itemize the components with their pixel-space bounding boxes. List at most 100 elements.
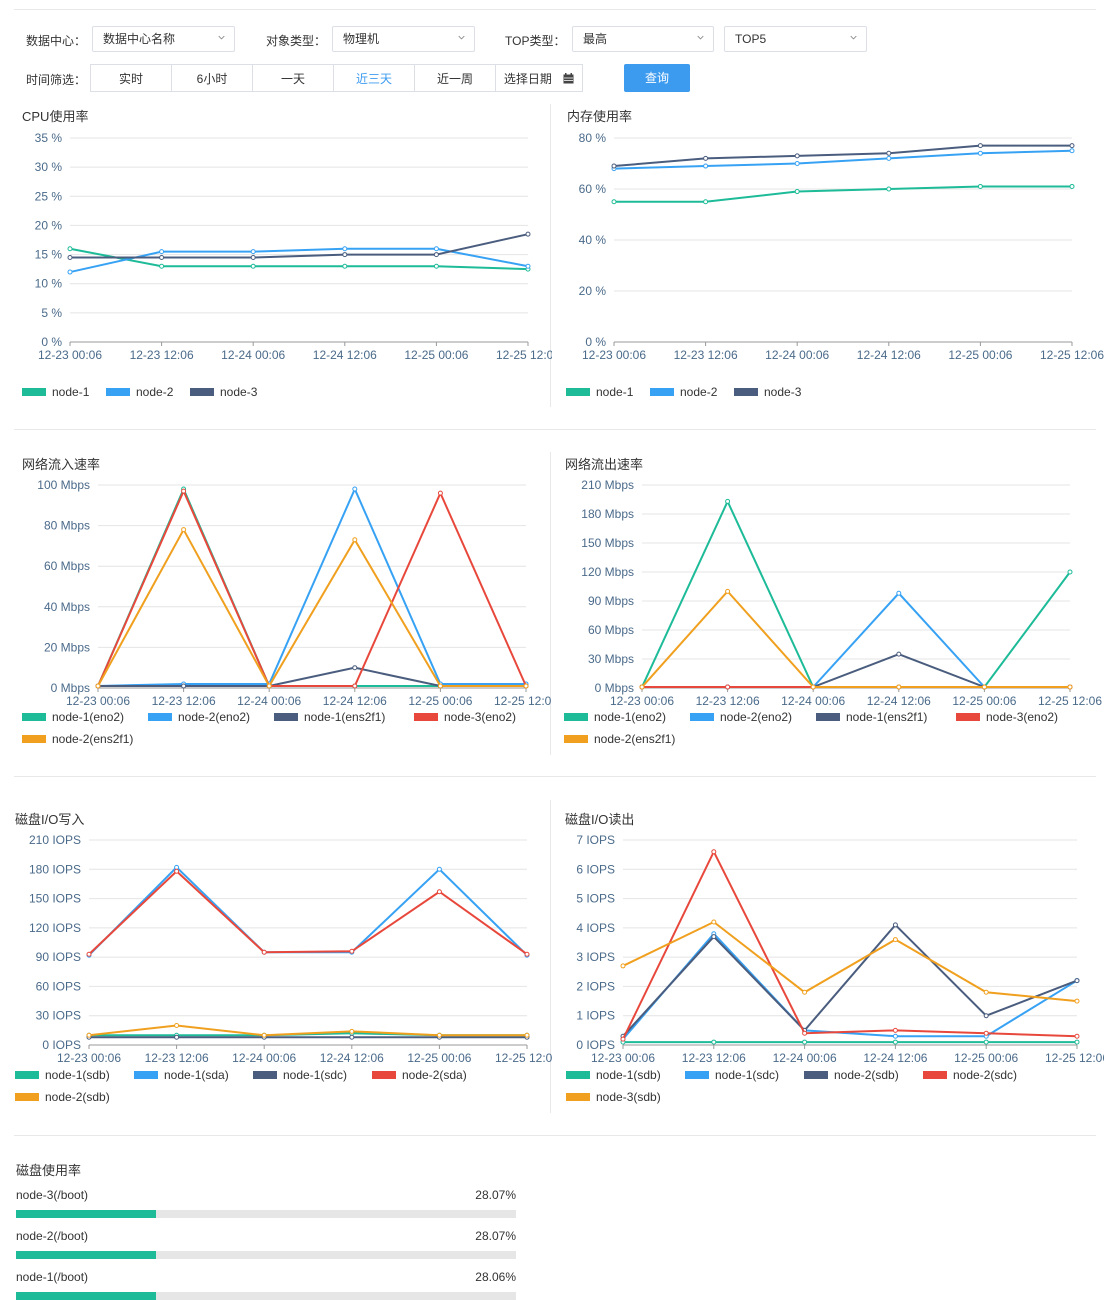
y-tick-label: 40 %	[579, 233, 607, 247]
x-tick-label: 12-24 12:06	[323, 694, 387, 708]
legend-item-node-2-eno2[interactable]: node-2(eno2)	[148, 710, 250, 724]
x-tick-label: 12-23 00:06	[610, 694, 674, 708]
legend-item-node-1-ens2f1[interactable]: node-1(ens2f1)	[274, 710, 385, 724]
column-divider	[550, 800, 551, 1113]
legend-item-node-3-sdb[interactable]: node-3(sdb)	[566, 1090, 661, 1104]
legend-swatch	[690, 713, 714, 721]
legend-label: node-1(eno2)	[52, 710, 124, 724]
series-line-node-2-ens2f1	[97, 527, 526, 688]
data-point-node-2-ens2f1	[639, 684, 645, 690]
legend-item-node-2-sdb[interactable]: node-2(sdb)	[15, 1090, 110, 1104]
legend-label: node-2(sda)	[402, 1068, 467, 1082]
series-line-node-2-sdb	[622, 923, 1078, 1037]
data-point-node-1	[703, 199, 709, 205]
legend-item-node-3[interactable]: node-3	[190, 385, 258, 399]
x-tick-label: 12-25 00:06	[952, 694, 1016, 708]
top-count-select[interactable]: TOP5	[724, 26, 867, 52]
x-tick-label: 12-25 00:06	[954, 1051, 1018, 1065]
cpu-usage-chart: 0 % 5 % 10 % 15 % 20 % 25 % 30 % 35 % 12-23 00:0…	[22, 131, 552, 399]
data-point-node-1-sdc	[349, 1034, 355, 1040]
y-tick-label: 150 Mbps	[581, 536, 634, 550]
legend-item-node-3[interactable]: node-3	[734, 385, 802, 399]
legend-item-node-1-ens2f1[interactable]: node-1(ens2f1)	[816, 710, 927, 724]
y-tick-label: 30 Mbps	[588, 652, 634, 666]
calendar-icon	[563, 73, 574, 84]
legend-label: node-1(eno2)	[594, 710, 666, 724]
query-button[interactable]: 查询	[624, 64, 690, 92]
y-tick-label: 5 IOPS	[576, 892, 615, 906]
legend-item-node-1[interactable]: node-1	[566, 385, 634, 399]
x-tick-label: 12-25 00:06	[407, 1051, 471, 1065]
x-tick-label: 12-25 12:06	[1040, 348, 1104, 362]
legend-label: node-3(eno2)	[444, 710, 516, 724]
legend-item-node-1-eno2[interactable]: node-1(eno2)	[22, 710, 124, 724]
legend-item-node-2-sda[interactable]: node-2(sda)	[372, 1068, 467, 1082]
legend-item-node-2-ens2f1[interactable]: node-2(ens2f1)	[22, 732, 133, 746]
legend-item-node-3-eno2[interactable]: node-3(eno2)	[414, 710, 516, 724]
y-tick-label: 5 %	[41, 306, 62, 320]
x-tick-label: 12-24 12:06	[320, 1051, 384, 1065]
data-point-node-2-sdb	[174, 1022, 180, 1028]
series-line-node-2-eno2	[97, 486, 526, 687]
time-btn-6h[interactable]: 6小时	[172, 65, 253, 91]
x-tick-label: 12-23 12:06	[696, 694, 760, 708]
legend-label: node-2(sdc)	[953, 1068, 1017, 1082]
x-tick-label: 12-23 12:06	[682, 1051, 746, 1065]
data-point-node-2	[794, 161, 800, 166]
legend-label: node-2(eno2)	[720, 710, 792, 724]
chevron-down-icon	[458, 35, 465, 40]
data-point-node-3	[794, 153, 800, 159]
legend-item-node-1-sdb[interactable]: node-1(sdb)	[15, 1068, 110, 1082]
data-point-node-1-ens2f1	[181, 683, 187, 689]
legend-item-node-1[interactable]: node-1	[22, 385, 90, 399]
disk-name: node-3(/boot)	[16, 1188, 89, 1202]
data-point-node-2-eno2	[352, 486, 358, 492]
x-tick-label: 12-25 12:06	[1038, 694, 1102, 708]
top-type-select[interactable]: 最高	[572, 26, 714, 52]
y-tick-label: 80 Mbps	[44, 519, 90, 533]
legend-swatch	[956, 713, 980, 721]
legend-item-node-3-eno2[interactable]: node-3(eno2)	[956, 710, 1058, 724]
time-btn-1w[interactable]: 近一周	[415, 65, 496, 91]
legend-item-node-1-sdc[interactable]: node-1(sdc)	[685, 1068, 779, 1082]
y-tick-label: 210 Mbps	[581, 478, 634, 492]
data-point-node-3	[977, 143, 983, 149]
data-point-node-2-sdb	[86, 1032, 92, 1038]
column-divider	[550, 104, 551, 407]
legend-label: node-2	[136, 385, 174, 399]
data-point-node-2-sdc	[620, 1036, 626, 1042]
data-point-node-1-sdc	[174, 1034, 180, 1040]
legend-item-node-2-ens2f1[interactable]: node-2(ens2f1)	[564, 732, 675, 746]
data-point-node-3-sdb	[1074, 998, 1080, 1004]
series-line-node-1	[614, 185, 1072, 203]
y-tick-label: 0 Mbps	[51, 681, 90, 695]
time-btn-pick-date[interactable]: 选择日期	[496, 65, 582, 91]
data-point-node-3	[1069, 143, 1075, 149]
legend-item-node-1-sdc[interactable]: node-1(sdc)	[253, 1068, 347, 1082]
disk-read-chart-title: 磁盘I/O读出	[565, 812, 635, 827]
x-tick-label: 12-25 12:06	[494, 694, 552, 708]
legend-item-node-1-eno2[interactable]: node-1(eno2)	[564, 710, 666, 724]
data-point-node-3	[525, 231, 531, 237]
object-type-select[interactable]: 物理机	[332, 26, 475, 52]
series-line-node-3	[613, 144, 1072, 168]
datacenter-select[interactable]: 数据中心名称	[92, 26, 235, 52]
x-tick-label: 12-25 00:06	[404, 348, 468, 362]
legend-item-node-2-eno2[interactable]: node-2(eno2)	[690, 710, 792, 724]
time-btn-1d[interactable]: 一天	[253, 65, 334, 91]
time-btn-realtime[interactable]: 实时	[91, 65, 172, 91]
legend-item-node-1-sdb[interactable]: node-1(sdb)	[566, 1068, 661, 1082]
legend-item-node-2-sdb[interactable]: node-2(sdb)	[804, 1068, 899, 1082]
legend-swatch	[804, 1071, 828, 1079]
legend-item-node-2[interactable]: node-2	[106, 385, 174, 399]
disk-percent: 28.07%	[475, 1188, 516, 1202]
data-point-node-2-sdc	[711, 849, 717, 855]
data-point-node-3	[886, 150, 892, 156]
legend-item-node-2[interactable]: node-2	[650, 385, 718, 399]
time-btn-3d[interactable]: 近三天	[334, 65, 415, 91]
legend-swatch	[22, 735, 46, 743]
legend-item-node-2-sdc[interactable]: node-2(sdc)	[923, 1068, 1017, 1082]
legend-item-node-1-sda[interactable]: node-1(sda)	[134, 1068, 229, 1082]
y-tick-label: 20 Mbps	[44, 640, 90, 654]
legend-label: node-2(sdb)	[834, 1068, 899, 1082]
